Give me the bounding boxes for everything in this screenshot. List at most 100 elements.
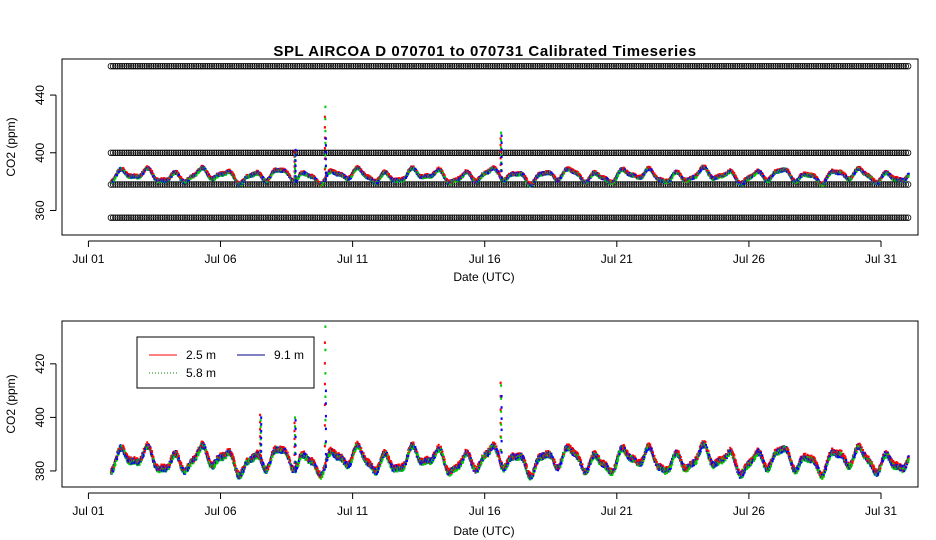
calibration-point [291, 214, 299, 221]
calibration-point [493, 181, 501, 188]
calibration-point [851, 214, 858, 221]
calibration-point [493, 214, 501, 221]
calibration-point [224, 181, 231, 188]
calibration-point [451, 214, 458, 221]
calibration-point [871, 214, 878, 221]
calibration-point [453, 214, 460, 221]
calibration-point [601, 214, 609, 221]
calibration-point [368, 214, 375, 221]
calibration-point [330, 214, 337, 221]
calibration-point [267, 214, 274, 221]
calibration-point [891, 214, 898, 221]
calibration-point [121, 181, 128, 188]
calibration-point [792, 214, 799, 221]
calibration-point [516, 214, 523, 221]
calibration-point [761, 214, 768, 221]
calibration-point [273, 181, 281, 188]
calibration-point [330, 181, 337, 188]
calibration-point [419, 181, 427, 188]
calibration-point [458, 181, 465, 188]
calibration-point [426, 181, 433, 188]
calibration-point [458, 214, 465, 221]
calibration-point [633, 214, 640, 221]
calibration-point [271, 181, 278, 188]
calibration-point [449, 214, 456, 221]
calibration-point [388, 214, 395, 221]
calibration-point [696, 214, 703, 221]
calibration-point [552, 214, 559, 221]
calibration-point [738, 214, 746, 221]
calibration-point [727, 214, 734, 221]
calibration-point [853, 214, 860, 221]
calibration-point [363, 181, 371, 188]
calibration-point [725, 214, 732, 221]
calibration-point [842, 214, 849, 221]
calibration-point [215, 214, 222, 221]
calibration-point [386, 181, 393, 188]
calibration-point [819, 214, 826, 221]
calibration-point [675, 214, 683, 221]
calibration-point [507, 214, 514, 221]
calibration-point [228, 214, 236, 221]
calibration-point [352, 181, 359, 188]
calibration-point [579, 214, 586, 221]
calibration-point [213, 214, 220, 221]
calibration-point [837, 214, 844, 221]
calibration-point [224, 214, 231, 221]
calibration-point [303, 181, 310, 188]
calibration-point [276, 214, 283, 221]
calibration-point [743, 214, 750, 221]
calibration-point [460, 181, 467, 188]
calibration-point [651, 214, 658, 221]
calibration-point [139, 181, 146, 188]
calibration-point [206, 214, 213, 221]
calibration-point [628, 214, 636, 221]
calibration-point [606, 214, 613, 221]
calibration-point [480, 214, 487, 221]
calibration-point [469, 214, 476, 221]
calibration-point [487, 181, 494, 188]
calibration-point [568, 214, 575, 221]
calibration-point [365, 214, 373, 221]
calibration-point [168, 181, 175, 188]
calibration-point [356, 181, 364, 188]
calibration-point [201, 214, 209, 221]
calibration-point [889, 214, 896, 221]
calibration-point [172, 181, 180, 188]
calibration-point [729, 214, 737, 221]
calibration-point [246, 214, 254, 221]
calibration-point [150, 214, 157, 221]
calibration-point [788, 214, 795, 221]
calibration-point [485, 214, 492, 221]
calibration-point [325, 214, 332, 221]
calibration-point [359, 214, 366, 221]
calibration-point [298, 214, 305, 221]
calibration-point [698, 214, 705, 221]
calibration-point [702, 214, 710, 221]
calibration-point [857, 214, 865, 221]
calibration-point [383, 181, 391, 188]
calibration-point [767, 214, 775, 221]
calibration-point [321, 214, 328, 221]
calibration-point [550, 214, 557, 221]
calibration-point [240, 214, 247, 221]
calibration-point [691, 214, 698, 221]
calibration-point [363, 214, 371, 221]
calibration-point [511, 214, 519, 221]
calibration-point [356, 214, 364, 221]
calibration-point [592, 214, 600, 221]
calibration-point [134, 181, 141, 188]
calibration-point [197, 214, 204, 221]
calibration-point [226, 214, 234, 221]
calibration-point [192, 181, 200, 188]
calibration-point [563, 214, 570, 221]
calibration-point [312, 214, 319, 221]
calibration-point [269, 214, 276, 221]
calibration-point [314, 214, 321, 221]
calibration-point [433, 214, 440, 221]
calibration-point [215, 181, 222, 188]
calibration-point [289, 214, 296, 221]
calibration-point [875, 214, 883, 221]
calibration-point [136, 214, 144, 221]
calibration-point [476, 214, 483, 221]
